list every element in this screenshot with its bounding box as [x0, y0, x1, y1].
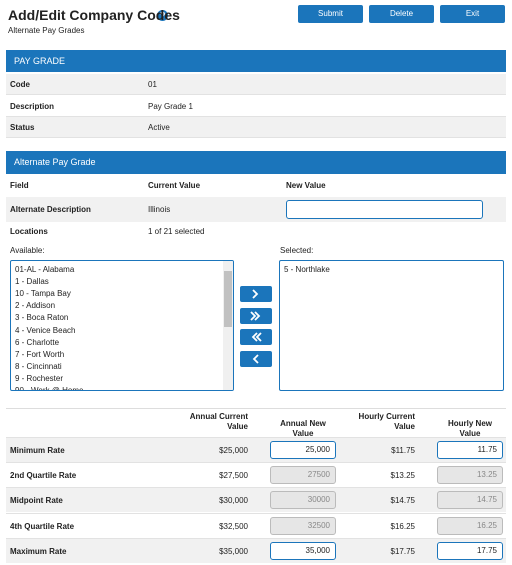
annual-current: $27,500 [219, 471, 248, 481]
move-button[interactable] [240, 350, 272, 367]
rate-label: Minimum Rate [10, 446, 65, 455]
rate-row: 2nd Quartile Rate $27,500 27500 $13.25 13.25 [6, 462, 506, 487]
hourly-new-input: 14.75 [437, 491, 503, 510]
rate-label: 2nd Quartile Rate [10, 471, 77, 481]
annual-new-input[interactable]: 25,000 [270, 441, 336, 459]
list-option[interactable]: 9 - Rochester [15, 373, 64, 383]
rate-row: 4th Quartile Rate $32,500 32500 $16.25 16.25 [6, 512, 506, 538]
field-value: Illinois [148, 205, 171, 214]
field-label: Code [10, 80, 30, 89]
list-label: Selected: [280, 246, 314, 255]
list-option[interactable]: 3 - Boca Raton [15, 313, 69, 323]
arrow-icon [250, 310, 261, 321]
column-header: Current Value [148, 181, 201, 190]
hourly-new-input[interactable]: 11.75 [437, 441, 503, 459]
list-option[interactable]: 10 - Tampa Bay [15, 289, 71, 299]
rate-label: 4th Quartile Rate [10, 521, 75, 531]
move-button[interactable] [240, 329, 272, 345]
annual-current: $30,000 [219, 496, 248, 506]
action-button[interactable]: Delete [369, 5, 434, 23]
action-button[interactable]: Exit [440, 5, 505, 23]
section-header: Alternate Pay Grade [6, 151, 506, 174]
list-label: Available: [10, 246, 45, 255]
hourly-current: $13.25 [390, 471, 415, 481]
scrollbar[interactable] [223, 261, 233, 390]
rate-label: Maximum Rate [10, 546, 67, 556]
info-row: Description Pay Grade 1 [6, 96, 506, 117]
selected-list[interactable]: 5 - Northlake [279, 260, 504, 391]
field-value: 01 [148, 80, 157, 89]
list-option[interactable]: 5 - Northlake [284, 265, 330, 274]
hourly-current: $11.75 [391, 446, 415, 455]
rate-label: Midpoint Rate [10, 496, 63, 506]
annual-new-input: 32500 [270, 516, 336, 535]
table-border [6, 408, 506, 409]
annual-new-input[interactable]: 35,000 [270, 541, 336, 560]
column-header: New Value [286, 181, 326, 190]
hourly-new-input: 13.25 [437, 466, 503, 485]
move-button[interactable] [240, 286, 272, 302]
list-option[interactable]: 1 - Dallas [15, 277, 49, 287]
hourly-current: $16.25 [390, 521, 415, 531]
field-label: Alternate Description [10, 205, 91, 214]
field-value: Pay Grade 1 [148, 101, 193, 111]
column-header: Field [10, 181, 29, 190]
rate-row: Maximum Rate $35,000 35,000 $17.75 17.75 [6, 537, 506, 563]
scroll-thumb[interactable] [224, 271, 232, 327]
info-row: Code 01 [6, 74, 506, 95]
field-label: Description [10, 101, 55, 111]
rate-row: Minimum Rate $25,000 25,000 $11.75 11.75 [6, 437, 506, 462]
help-icon[interactable] [157, 10, 168, 21]
column-header: Annual New Value [280, 419, 326, 438]
text-input[interactable] [286, 200, 483, 219]
hourly-new-input: 16.25 [437, 516, 503, 535]
available-list[interactable]: 01-AL - Alabama 1 - Dallas 10 - Tampa Bay 2… [10, 260, 234, 391]
list-option[interactable]: 01-AL - Alabama [15, 265, 75, 274]
section-header: PAY GRADE [6, 50, 506, 72]
rate-row: Midpoint Rate $30,000 30000 $14.75 14.75 [6, 487, 506, 513]
page-subtitle: Alternate Pay Grades [8, 26, 85, 35]
action-button[interactable]: Submit [298, 5, 363, 23]
move-button[interactable] [240, 307, 272, 324]
annual-current: $35,000 [219, 546, 248, 556]
annual-current: $25,000 [219, 446, 248, 455]
list-option[interactable]: 90 - Work @ Home [15, 386, 84, 391]
hourly-current: $14.75 [390, 496, 415, 506]
column-header: Annual Current Value [189, 412, 248, 431]
arrow-icon [252, 353, 259, 364]
annual-current: $32,500 [219, 521, 248, 531]
field-label: Locations [10, 227, 48, 236]
list-option[interactable]: 6 - Charlotte [15, 337, 60, 347]
hourly-new-input[interactable]: 17.75 [437, 541, 503, 560]
list-option[interactable]: 8 - Cincinnati [15, 361, 62, 371]
info-row: Alternate Description Illinois [6, 197, 506, 222]
field-value: 1 of 21 selected [148, 227, 205, 236]
column-header: Hourly Current Value [358, 412, 415, 431]
column-header: Hourly New Value [447, 419, 492, 438]
field-label: Status [10, 123, 35, 132]
info-row: Status Active [6, 117, 506, 138]
arrow-icon [252, 289, 259, 299]
list-option[interactable]: 2 - Addison [15, 301, 56, 311]
annual-new-input: 27500 [270, 466, 336, 485]
hourly-current: $17.75 [390, 546, 415, 556]
list-option[interactable]: 4 - Venice Beach [15, 325, 76, 335]
annual-new-input: 30000 [270, 491, 336, 510]
page-title: Add/Edit Company Codes [8, 7, 180, 23]
arrow-icon [251, 332, 262, 342]
list-option[interactable]: 7 - Fort Worth [15, 349, 65, 359]
field-value: Active [148, 123, 170, 132]
